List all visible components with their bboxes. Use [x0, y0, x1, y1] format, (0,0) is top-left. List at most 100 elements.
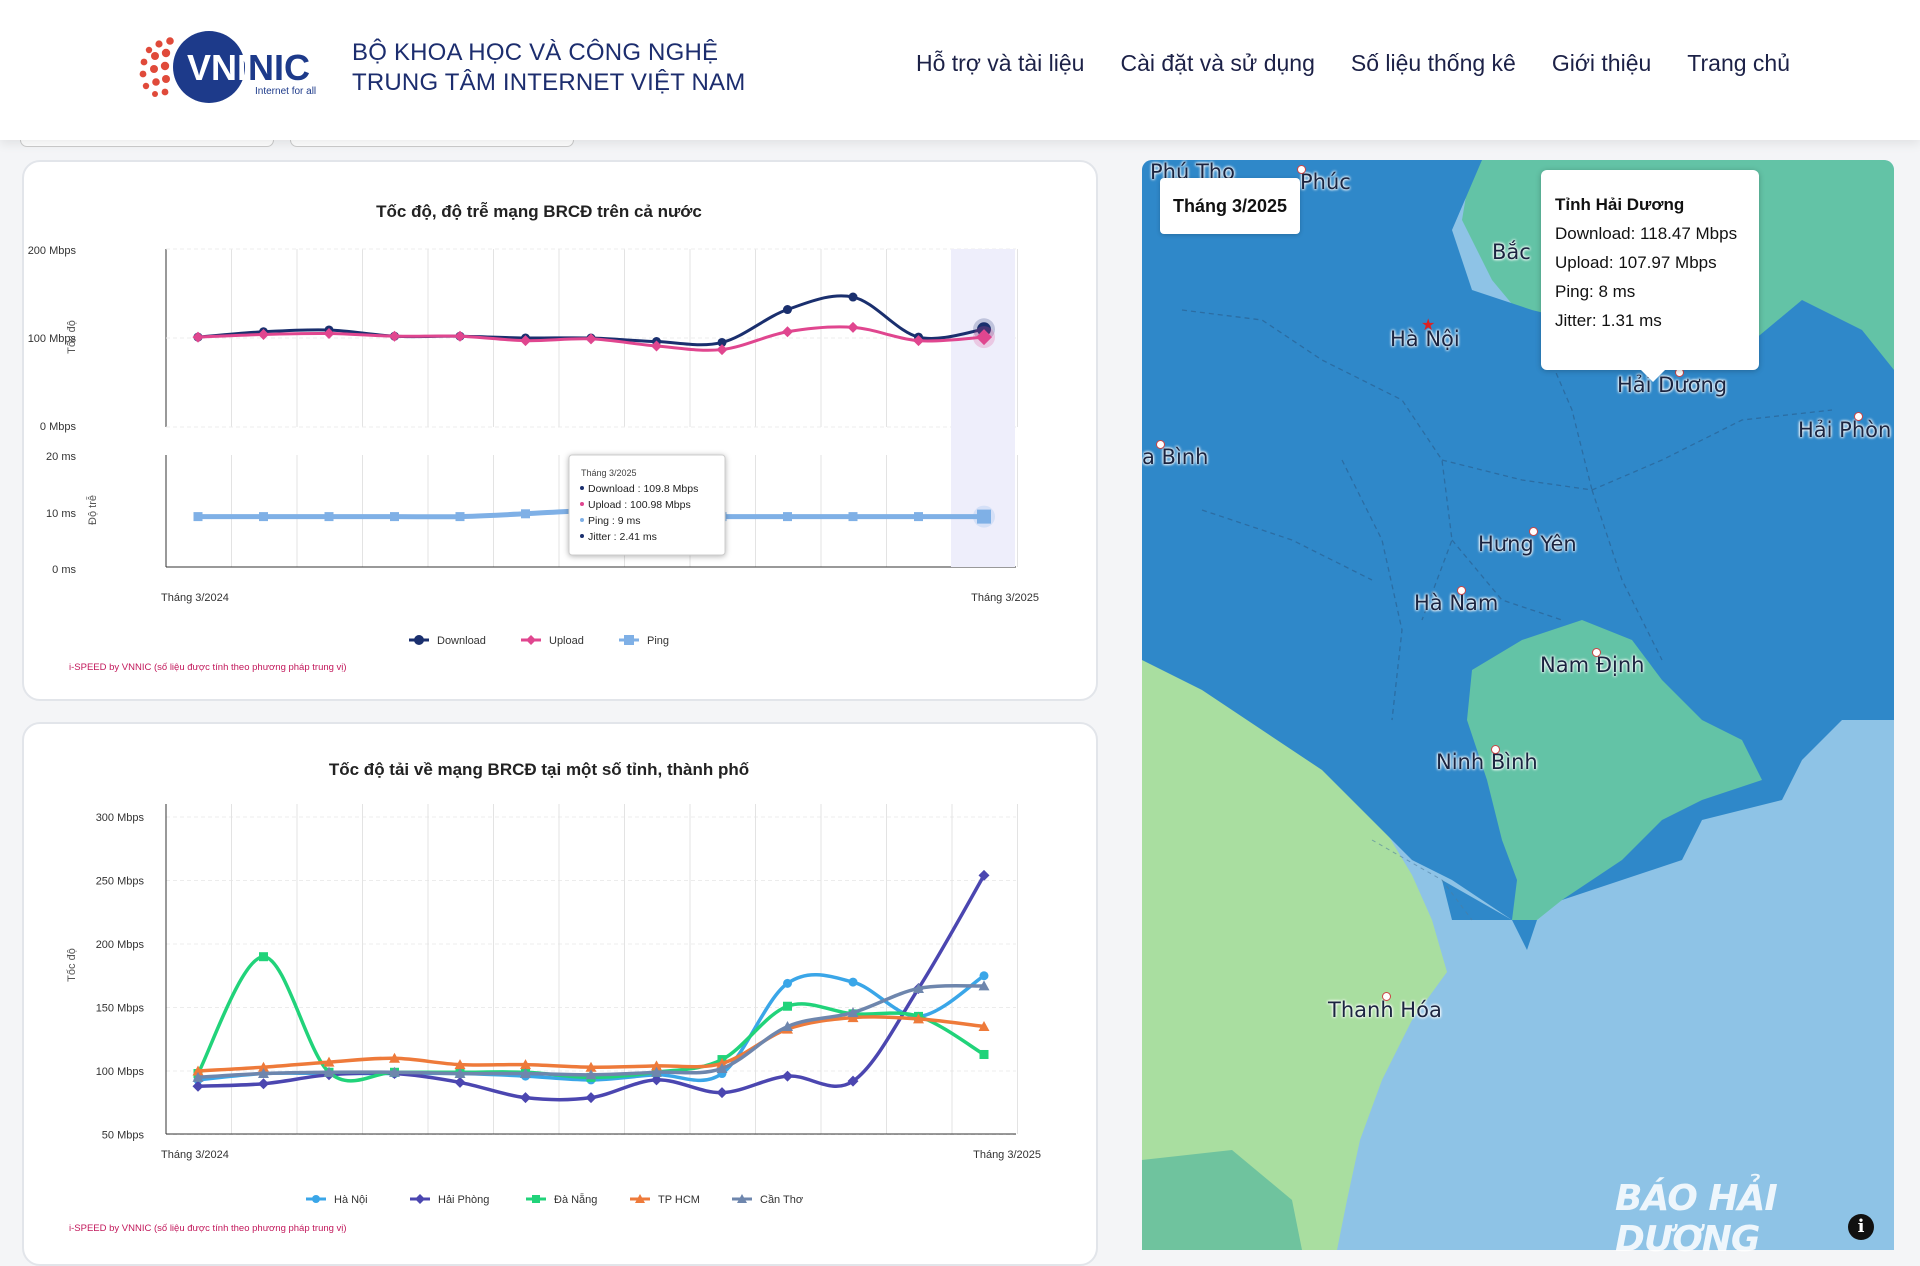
- point-s3-12[interactable]: [978, 1021, 990, 1032]
- point-s3-1[interactable]: [258, 1061, 269, 1072]
- point-ping-11[interactable]: [914, 512, 923, 522]
- point-ping-4[interactable]: [455, 512, 465, 522]
- legend-marker-2[interactable]: [532, 1195, 540, 1203]
- speed-map[interactable]: Phú Thọ Phúc Bắc Hà Nội Hải Dương Hải Ph…: [1142, 160, 1894, 1250]
- map-info-icon[interactable]: i: [1848, 1214, 1874, 1240]
- point-s1-10[interactable]: [847, 1075, 859, 1087]
- filter-tab-2[interactable]: [290, 140, 574, 147]
- point-s3-11[interactable]: [913, 1013, 924, 1024]
- point-download-10[interactable]: [848, 292, 858, 302]
- point-ping-12[interactable]: [977, 509, 991, 524]
- point-s3-6[interactable]: [585, 1061, 597, 1072]
- point-s4-10[interactable]: [847, 1007, 859, 1018]
- point-upload-0[interactable]: [192, 331, 204, 343]
- legend-item-2[interactable]: Đà Nẵng: [526, 1193, 597, 1206]
- map-label-ha-noi: Hà Nội: [1390, 327, 1460, 351]
- tooltip-jitter: Jitter : 2.41 ms: [588, 531, 657, 543]
- point-s1-8[interactable]: [716, 1087, 728, 1099]
- point-upload-10[interactable]: [847, 321, 859, 333]
- map-label-hoa-binh: a Bình: [1142, 445, 1209, 469]
- nav-about[interactable]: Giới thiệu: [1551, 50, 1652, 76]
- tooltip-ping: Ping : 9 ms: [588, 515, 641, 527]
- legend-marker-1[interactable]: [415, 1194, 425, 1204]
- point-s1-0[interactable]: [192, 1080, 204, 1092]
- point-s4-3[interactable]: [389, 1066, 400, 1077]
- point-s0-9[interactable]: [783, 978, 792, 988]
- point-upload-9[interactable]: [782, 326, 793, 338]
- chart2-grid: 300 Mbps 250 Mbps 200 Mbps 150 Mbps 100 Mbps…: [96, 804, 1018, 1142]
- point-ping-1[interactable]: [259, 512, 268, 522]
- legend-ping[interactable]: Ping: [619, 635, 669, 647]
- point-s3-10[interactable]: [847, 1012, 859, 1023]
- point-s1-5[interactable]: [520, 1092, 531, 1104]
- nav-home[interactable]: Trang chủ: [1687, 50, 1790, 76]
- point-ping-10[interactable]: [848, 512, 858, 522]
- point-s4-4[interactable]: [454, 1068, 466, 1079]
- point-s4-1[interactable]: [258, 1068, 269, 1079]
- point-s1-7[interactable]: [651, 1074, 662, 1086]
- point-s3-5[interactable]: [520, 1059, 531, 1070]
- point-upload-6[interactable]: [585, 333, 597, 345]
- point-s2-1[interactable]: [259, 952, 268, 962]
- point-ping-5[interactable]: [521, 509, 530, 519]
- legend-marker-3[interactable]: [635, 1194, 645, 1203]
- point-upload-1[interactable]: [258, 328, 269, 340]
- point-s3-8[interactable]: [716, 1057, 728, 1068]
- legend-label-3: TP HCM: [658, 1194, 700, 1206]
- nav-statistics[interactable]: Số liệu thống kê: [1350, 50, 1516, 76]
- point-upload-11[interactable]: [913, 335, 924, 347]
- national-speed-chart: Tốc độ, độ trễ mạng BRCĐ trên cả nước 20…: [28, 202, 1039, 673]
- point-upload-8[interactable]: [716, 344, 728, 356]
- nav-install[interactable]: Cài đặt và sử dụng: [1120, 50, 1315, 76]
- point-s4-9[interactable]: [782, 1021, 793, 1032]
- point-s4-6[interactable]: [585, 1069, 597, 1080]
- point-s4-8[interactable]: [716, 1062, 728, 1073]
- point-download-8[interactable]: [717, 337, 727, 347]
- map-label-thanh-hoa: Thanh Hóa: [1328, 998, 1442, 1022]
- point-ping-2[interactable]: [324, 512, 334, 522]
- nav-support[interactable]: Hỗ trợ và tài liệu: [915, 50, 1085, 76]
- point-s4-12[interactable]: [978, 980, 990, 991]
- legend-download[interactable]: Download: [409, 635, 486, 647]
- point-s2-12[interactable]: [979, 1049, 989, 1059]
- svg-text:Ping: Ping: [647, 635, 669, 647]
- point-s4-2[interactable]: [323, 1066, 335, 1077]
- point-s3-0[interactable]: [192, 1065, 204, 1076]
- point-s1-1[interactable]: [258, 1078, 269, 1090]
- point-s4-11[interactable]: [913, 982, 924, 993]
- point-s4-0[interactable]: [192, 1071, 204, 1082]
- chart2-title: Tốc độ tải về mạng BRCĐ tại một số tỉnh,…: [329, 760, 749, 779]
- point-s0-10[interactable]: [848, 977, 858, 987]
- point-s1-6[interactable]: [585, 1092, 597, 1104]
- point-s3-4[interactable]: [454, 1059, 466, 1070]
- legend-upload[interactable]: Upload: [521, 635, 584, 647]
- point-ping-3[interactable]: [390, 512, 399, 522]
- point-s2-9[interactable]: [783, 1001, 792, 1011]
- point-upload-5[interactable]: [520, 335, 531, 347]
- point-s4-5[interactable]: [520, 1068, 531, 1079]
- legend-item-3[interactable]: TP HCM: [630, 1194, 700, 1206]
- legend-item-0[interactable]: Hà Nội: [306, 1194, 368, 1206]
- legend-marker-4[interactable]: [737, 1194, 747, 1203]
- point-upload-2[interactable]: [323, 328, 335, 340]
- legend-marker-0[interactable]: [312, 1195, 320, 1203]
- point-s3-3[interactable]: [389, 1052, 400, 1063]
- point-download-9[interactable]: [783, 305, 792, 315]
- point-s1-4[interactable]: [454, 1076, 466, 1088]
- point-s3-2[interactable]: [323, 1056, 335, 1067]
- point-upload-4[interactable]: [454, 330, 466, 342]
- point-s1-12[interactable]: [978, 869, 990, 881]
- point-s0-12[interactable]: [979, 971, 989, 981]
- filter-tab-1[interactable]: [20, 140, 274, 147]
- legend-item-1[interactable]: Hải Phòng: [410, 1194, 489, 1206]
- point-upload-7[interactable]: [651, 340, 662, 352]
- legend-item-4[interactable]: Cần Thơ: [732, 1194, 803, 1206]
- point-s4-7[interactable]: [651, 1066, 662, 1077]
- point-upload-12[interactable]: [976, 329, 992, 346]
- vnnic-logo[interactable]: VNNIC NIC Internet for all: [135, 28, 325, 106]
- point-s3-7[interactable]: [651, 1060, 662, 1071]
- point-upload-3[interactable]: [389, 330, 400, 342]
- point-ping-0[interactable]: [193, 512, 203, 522]
- point-s1-9[interactable]: [782, 1070, 793, 1082]
- point-ping-9[interactable]: [783, 512, 792, 522]
